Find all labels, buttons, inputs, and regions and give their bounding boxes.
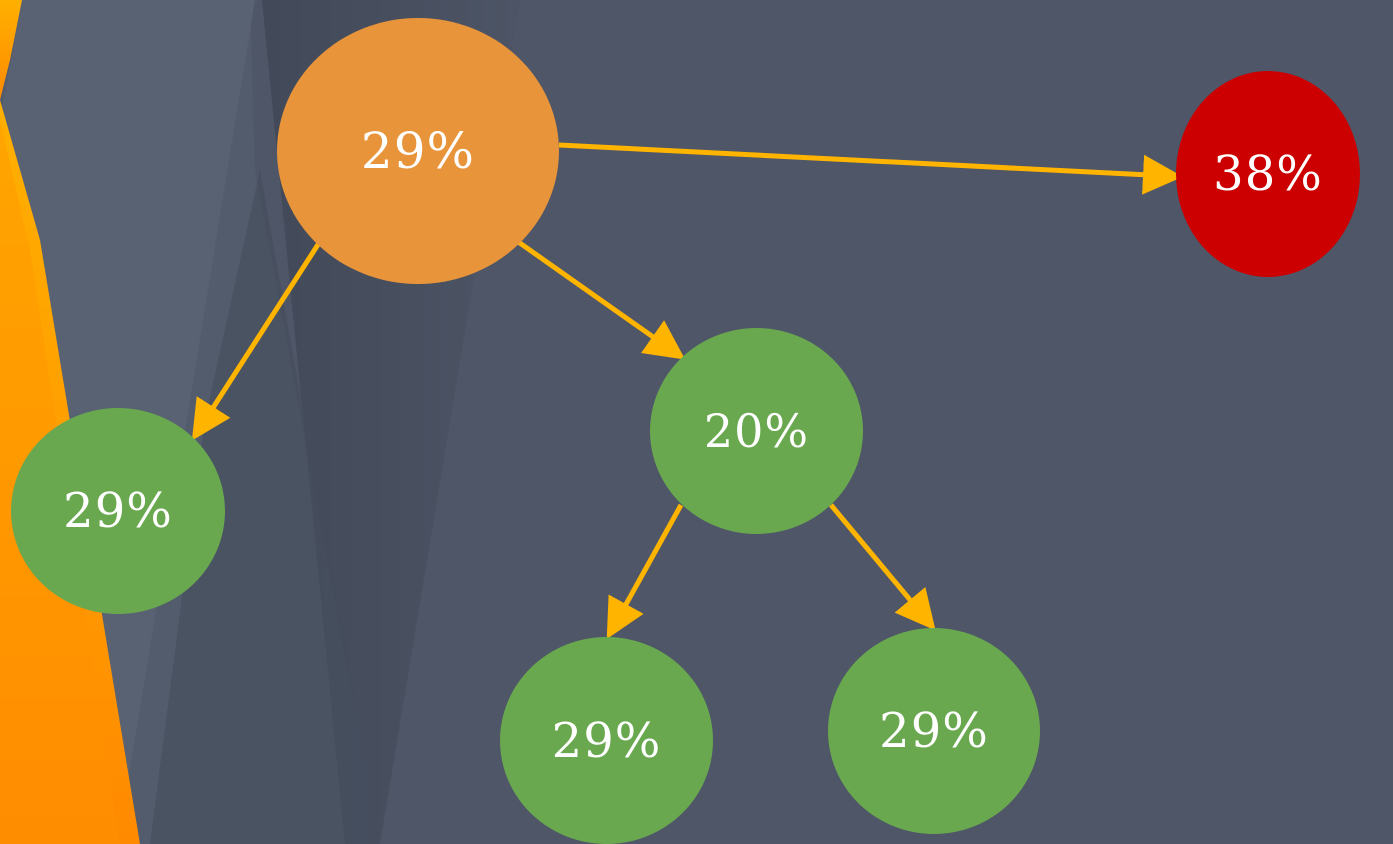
node-left: 29%	[11, 408, 225, 614]
node-bottom-left-label: 29%	[551, 712, 662, 769]
node-right: 38%	[1176, 71, 1360, 277]
arrow-middle-to-bottom-left	[606, 503, 684, 640]
orange-accent-top	[0, 0, 22, 100]
arrow-root-to-right	[558, 142, 1183, 195]
node-bottom-right-label: 29%	[879, 703, 989, 759]
node-root: 29%	[277, 18, 559, 284]
node-bottom-right: 29%	[828, 628, 1040, 834]
arrow-middle-to-bottom-right	[829, 503, 936, 631]
node-middle: 20%	[650, 328, 863, 534]
node-root-label: 29%	[360, 122, 476, 180]
node-left-label: 29%	[63, 483, 173, 539]
node-right-label: 38%	[1213, 146, 1323, 202]
arrow-root-to-left	[191, 241, 322, 441]
node-bottom-left: 29%	[500, 637, 713, 844]
node-middle-label: 20%	[703, 404, 810, 458]
arrow-root-to-middle	[515, 238, 686, 360]
